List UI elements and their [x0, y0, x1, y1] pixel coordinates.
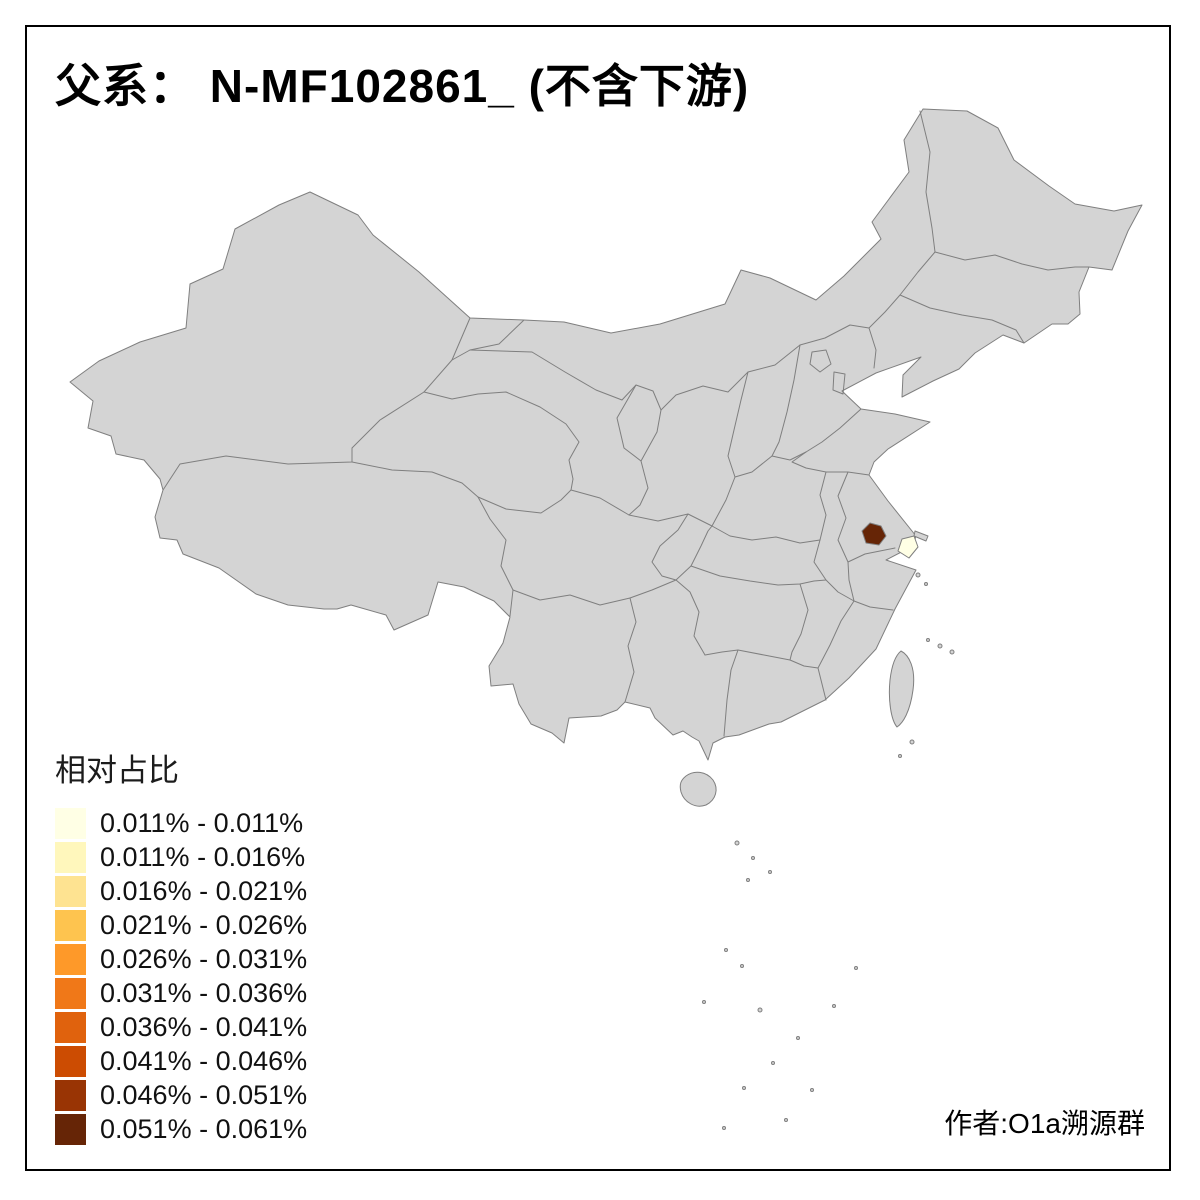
plot-title: 父系： N-MF102861_ (不含下游): [55, 60, 750, 112]
legend-entry: 0.041% - 0.046%: [55, 1046, 307, 1077]
legend-entry: 0.031% - 0.036%: [55, 978, 307, 1009]
legend-swatch: [55, 1080, 86, 1111]
map-taiwan: [888, 650, 915, 728]
map-islands: [702, 530, 955, 1130]
legend: 相对占比 0.011% - 0.011% 0.011% - 0.016% 0.016…: [55, 745, 307, 1148]
map-province-borders: [162, 110, 1090, 737]
legend-entry: 0.011% - 0.011%: [55, 808, 307, 839]
legend-swatch: [55, 842, 86, 873]
legend-label: 0.051% - 0.061%: [100, 1114, 308, 1144]
legend-label: 0.026% - 0.031%: [100, 944, 308, 974]
map-mainland: [69, 108, 1143, 761]
legend-entry: 0.021% - 0.026%: [55, 910, 307, 941]
map-region-pale: [897, 535, 919, 559]
legend-label: 0.021% - 0.026%: [100, 910, 308, 940]
legend-entry: 0.036% - 0.041%: [55, 1012, 307, 1043]
legend-label: 0.041% - 0.046%: [100, 1046, 308, 1076]
map-region-dark: [861, 522, 887, 546]
legend-label: 0.046% - 0.051%: [100, 1080, 308, 1110]
legend-label: 0.011% - 0.011%: [100, 808, 304, 838]
legend-entry: 0.051% - 0.061%: [55, 1114, 307, 1145]
legend-swatch: [55, 876, 86, 907]
legend-entry: 0.026% - 0.031%: [55, 944, 307, 975]
legend-swatch: [55, 910, 86, 941]
legend-swatch: [55, 808, 86, 839]
legend-entry: 0.016% - 0.021%: [55, 876, 307, 907]
legend-swatch: [55, 1012, 86, 1043]
attribution: 作者:O1a溯源群: [944, 1108, 1145, 1139]
legend-swatch: [55, 978, 86, 1009]
legend-entries: 0.011% - 0.011% 0.011% - 0.016% 0.016% - 0…: [55, 808, 307, 1145]
legend-swatch: [55, 1046, 86, 1077]
legend-label: 0.031% - 0.036%: [100, 978, 308, 1008]
legend-title: 相对占比: [55, 753, 179, 788]
legend-label: 0.036% - 0.041%: [100, 1012, 308, 1042]
map-hainan: [679, 771, 717, 807]
legend-entry: 0.011% - 0.016%: [55, 842, 307, 873]
legend-swatch: [55, 1114, 86, 1145]
legend-label: 0.016% - 0.021%: [100, 876, 308, 906]
legend-entry: 0.046% - 0.051%: [55, 1080, 307, 1111]
legend-label: 0.011% - 0.016%: [100, 842, 306, 872]
legend-swatch: [55, 944, 86, 975]
